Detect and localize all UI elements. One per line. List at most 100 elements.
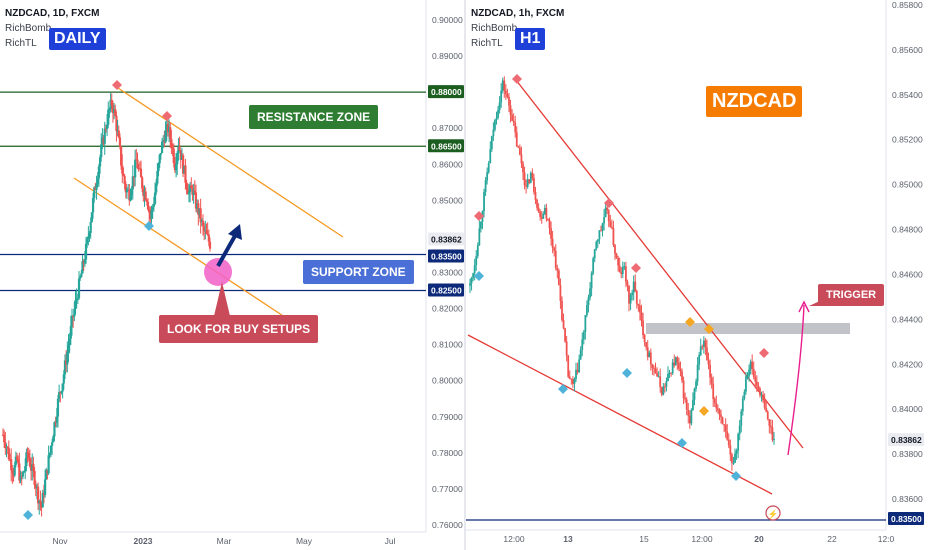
candle-body bbox=[26, 452, 29, 454]
candle-body bbox=[595, 241, 598, 250]
candle-body bbox=[25, 452, 28, 467]
h1-tag-support-bg bbox=[888, 512, 924, 525]
daily-chart-svg: 0.90000 0.89000 0.88000 0.87000 0.86000 0.850… bbox=[0, 0, 464, 546]
candle-body bbox=[108, 108, 111, 110]
buy-signal-diamond bbox=[677, 438, 687, 448]
candle-body bbox=[39, 500, 42, 504]
pane-divider[interactable] bbox=[464, 0, 467, 550]
candle-body bbox=[194, 192, 198, 209]
candle-body bbox=[695, 381, 697, 389]
candle-body bbox=[166, 123, 169, 133]
candle-body bbox=[603, 217, 605, 224]
daily-indicator-1[interactable]: RichBomb bbox=[5, 23, 52, 34]
neutral-signal-diamond bbox=[699, 406, 709, 416]
candle-body bbox=[612, 227, 615, 246]
candle-body bbox=[500, 90, 503, 103]
candle-body bbox=[593, 249, 596, 259]
daily-y-tick-label: 0.78000 bbox=[432, 448, 463, 458]
candle-body bbox=[84, 243, 88, 260]
candle-body bbox=[104, 128, 108, 130]
candle-body bbox=[124, 184, 127, 193]
candle-body bbox=[773, 439, 775, 441]
candle-body bbox=[100, 144, 103, 158]
candle-body bbox=[165, 123, 168, 131]
candle-body bbox=[40, 503, 43, 508]
h1-x-tick-label: 12:00 bbox=[691, 534, 713, 544]
candle-body bbox=[160, 141, 164, 153]
daily-y-tick-label: 0.90000 bbox=[432, 15, 463, 25]
h1-timeframe-badge: H1 bbox=[515, 28, 546, 50]
candle-body bbox=[670, 372, 673, 374]
candle-body bbox=[90, 212, 93, 222]
h1-indicator-2[interactable]: RichTL bbox=[471, 38, 503, 49]
candle-body bbox=[503, 80, 506, 91]
candle-body bbox=[639, 305, 641, 313]
h1-x-tick-label: 15 bbox=[639, 534, 649, 544]
candle-body bbox=[148, 209, 151, 213]
candle-body bbox=[698, 354, 701, 365]
candle-body bbox=[190, 185, 193, 189]
candle-body bbox=[621, 266, 624, 275]
candle-body bbox=[46, 469, 49, 474]
candle-body bbox=[626, 281, 629, 286]
h1-header: NZDCAD, 1h, FXCM RichBomb RichTL bbox=[471, 6, 564, 51]
candle-body bbox=[489, 149, 492, 164]
candle-body bbox=[484, 180, 487, 192]
candle-body bbox=[11, 470, 14, 473]
candle-body bbox=[738, 425, 741, 435]
h1-chart-pane[interactable]: 0.85800 0.85600 0.85400 0.85200 0.85000 0.848… bbox=[466, 0, 932, 550]
daily-y-tick-label: 0.79000 bbox=[432, 412, 463, 422]
candle-body bbox=[45, 469, 48, 480]
candle-body bbox=[645, 342, 648, 348]
candle-body bbox=[522, 163, 524, 173]
candle-body bbox=[659, 376, 662, 388]
buy-signal-diamond bbox=[558, 384, 568, 394]
candle-body bbox=[495, 117, 498, 120]
candle-body bbox=[762, 394, 764, 401]
candle-body bbox=[508, 96, 510, 106]
resistance-zone-label: RESISTANCE ZONE bbox=[249, 105, 379, 129]
candle-body bbox=[568, 376, 571, 379]
candle-body bbox=[55, 416, 58, 423]
candle-body bbox=[27, 452, 30, 459]
h1-x-tick-label: 13 bbox=[563, 534, 573, 544]
daily-y-tick-label: 0.81000 bbox=[432, 340, 463, 350]
candle-body bbox=[526, 179, 529, 187]
candle-body bbox=[41, 492, 44, 508]
candle-body bbox=[518, 147, 521, 155]
candle-body bbox=[125, 189, 129, 193]
daily-chart-pane[interactable]: 0.90000 0.89000 0.88000 0.87000 0.86000 0.850… bbox=[0, 0, 466, 550]
buy-setups-label: LOOK FOR BUY SETUPS bbox=[159, 315, 319, 343]
daily-tag-current: 0.83862 bbox=[431, 234, 462, 244]
candle-body bbox=[769, 425, 772, 428]
candle-body bbox=[547, 218, 549, 221]
candle-body bbox=[163, 140, 166, 143]
candle-body bbox=[105, 124, 109, 130]
daily-tag-support-top-bg bbox=[428, 249, 464, 263]
candle-body bbox=[531, 172, 534, 179]
daily-x-tick-label: Mar bbox=[217, 536, 232, 546]
candle-body bbox=[537, 207, 540, 212]
h1-projection-arrowhead bbox=[798, 300, 810, 313]
candle-body bbox=[751, 361, 754, 369]
candle-body bbox=[151, 206, 154, 210]
candle-body bbox=[685, 399, 688, 410]
candle-body bbox=[98, 157, 102, 167]
candle-body bbox=[77, 278, 81, 299]
h1-indicator-1[interactable]: RichBomb bbox=[471, 23, 518, 34]
candle-body bbox=[533, 178, 535, 192]
h1-y-tick-label: 0.84400 bbox=[892, 314, 923, 324]
candle-body bbox=[20, 476, 23, 478]
candle-body bbox=[657, 376, 660, 378]
candle-body bbox=[34, 484, 37, 489]
candle-body bbox=[707, 360, 710, 365]
candle-body bbox=[561, 300, 563, 320]
daily-y-tick-label: 0.89000 bbox=[432, 51, 463, 61]
daily-indicator-2[interactable]: RichTL bbox=[5, 38, 37, 49]
neutral-signal-diamond bbox=[685, 317, 695, 327]
candle-body bbox=[88, 232, 91, 237]
candle-body bbox=[469, 283, 471, 286]
candle-body bbox=[727, 439, 730, 446]
candle-body bbox=[673, 362, 676, 366]
candle-body bbox=[515, 132, 518, 147]
